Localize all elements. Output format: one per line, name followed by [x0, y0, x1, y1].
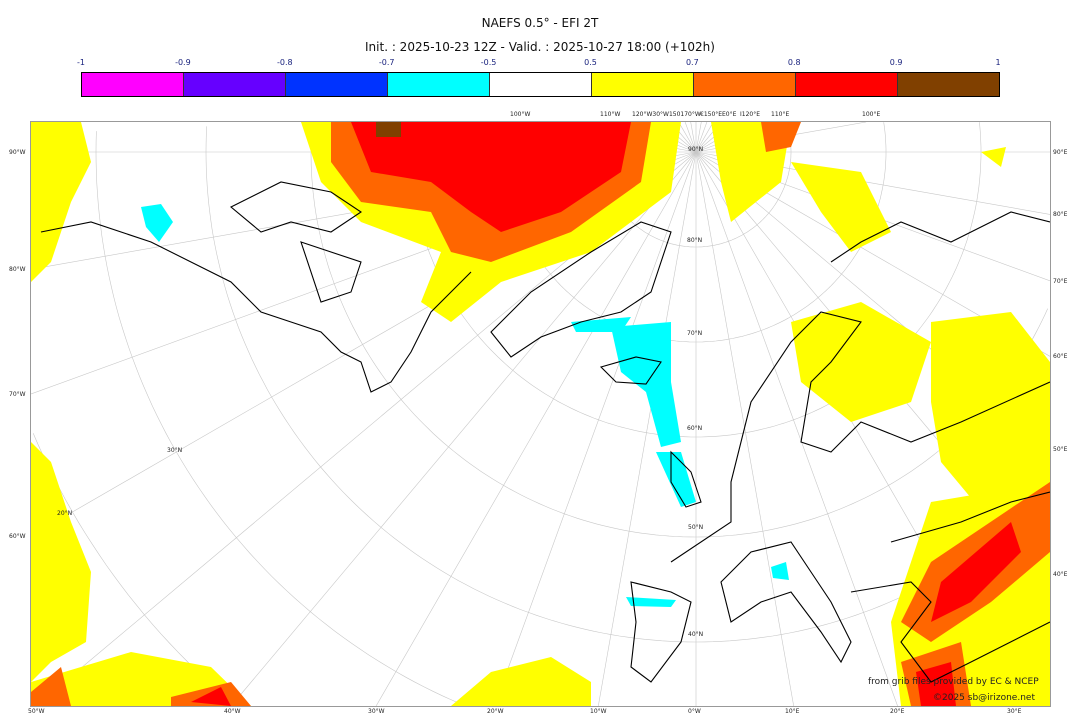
colorbar-segment — [184, 73, 286, 96]
colorbar-tick-label: 1 — [995, 58, 1001, 67]
longitude-label: 60°E — [1053, 353, 1068, 360]
longitude-label: E0°E — [722, 111, 737, 118]
colorbar-tick-label: -0.5 — [480, 58, 497, 67]
longitude-label: 70°W — [9, 391, 26, 398]
longitude-label: 30°E — [1007, 708, 1022, 715]
colorbar-segment — [490, 73, 592, 96]
colorbar-tick-label: 0.8 — [787, 58, 801, 67]
latitude-label: 60°N — [687, 425, 703, 432]
latitude-label: 20°N — [57, 510, 73, 517]
longitude-label: 10°W — [590, 708, 607, 715]
coastlines — [40, 181, 1050, 683]
meridian-line — [598, 151, 697, 706]
longitude-label: 80°E — [1053, 211, 1068, 218]
meridian-line — [695, 122, 702, 153]
colorbar-segment — [388, 73, 490, 96]
meridian-line — [695, 122, 714, 153]
meridian-line — [690, 122, 697, 153]
colorbar-segment — [694, 73, 796, 96]
longitude-label: 100°W — [510, 111, 531, 118]
longitude-label: 20°E — [890, 708, 905, 715]
colorbar-tick-label: 0.7 — [685, 58, 699, 67]
colorbar-tick-label: -0.8 — [276, 58, 293, 67]
longitude-label: 20°W — [487, 708, 504, 715]
longitude-label: 50°E — [1053, 446, 1068, 453]
efi-brown-areas — [376, 122, 401, 137]
longitude-label: 60°W — [9, 533, 26, 540]
latitude-label: 90°N — [688, 146, 704, 153]
meridian-line — [695, 151, 794, 706]
longitude-label: €150°E — [700, 111, 723, 118]
colorbar-tick-label: -0.7 — [378, 58, 395, 67]
longitude-label: 90°W — [9, 149, 26, 156]
latitude-label: 30°N — [167, 447, 183, 454]
meridian-line — [695, 151, 898, 706]
latitude-label: 40°N — [688, 631, 704, 638]
colorbar-tick-label: -1 — [77, 58, 85, 67]
map-subtitle: Init. : 2025-10-23 12Z - Valid. : 2025-1… — [365, 40, 715, 54]
longitude-label: 40°E — [1053, 571, 1068, 578]
colorbar-segment — [898, 73, 999, 96]
meridian-line — [678, 122, 697, 153]
meridian-line — [375, 151, 697, 706]
colorbar-segment — [82, 73, 184, 96]
colorbar-tick-label: 0.9 — [889, 58, 903, 67]
efi-map — [30, 121, 1051, 707]
colorbar-tick-label: -0.9 — [175, 58, 191, 67]
longitude-label: 110°W — [600, 111, 621, 118]
longitude-label: 110°E — [771, 111, 790, 118]
copyright-credit: ©2025 sb@irizone.net — [933, 693, 1035, 703]
map-title: NAEFS 0.5° - EFI 2T — [481, 16, 599, 30]
colorbar — [81, 72, 1000, 97]
meridian-line — [695, 122, 708, 153]
longitude-label: 100°E — [862, 111, 881, 118]
longitude-label: 10°E — [785, 708, 800, 715]
latitude-label: 50°N — [688, 524, 704, 531]
meridian-line — [494, 151, 697, 706]
meridian-line — [230, 151, 697, 706]
data-source-credit: from grib files provided by EC & NCEP — [868, 677, 1039, 687]
colorbar-segment — [796, 73, 898, 96]
longitude-label: 30°W — [368, 708, 385, 715]
longitude-label: 120°W30°W150170°W — [632, 111, 701, 118]
longitude-label: 90°E — [1053, 149, 1068, 156]
latitude-line — [205, 126, 1049, 643]
longitude-label: 0°W — [688, 708, 701, 715]
colorbar-segment — [286, 73, 388, 96]
colorbar-segment — [592, 73, 694, 96]
longitude-label: 70°E — [1053, 278, 1068, 285]
meridian-line — [684, 122, 697, 153]
longitude-label: 80°W — [9, 266, 26, 273]
efi-red-areas — [191, 122, 1021, 706]
longitude-label: 50°W — [28, 708, 45, 715]
longitude-label: I120°E — [740, 111, 761, 118]
latitude-label: 80°N — [687, 237, 703, 244]
latitude-label: 70°N — [687, 330, 703, 337]
colorbar-tick-label: 0.5 — [584, 58, 597, 67]
longitude-label: 40°W — [224, 708, 241, 715]
